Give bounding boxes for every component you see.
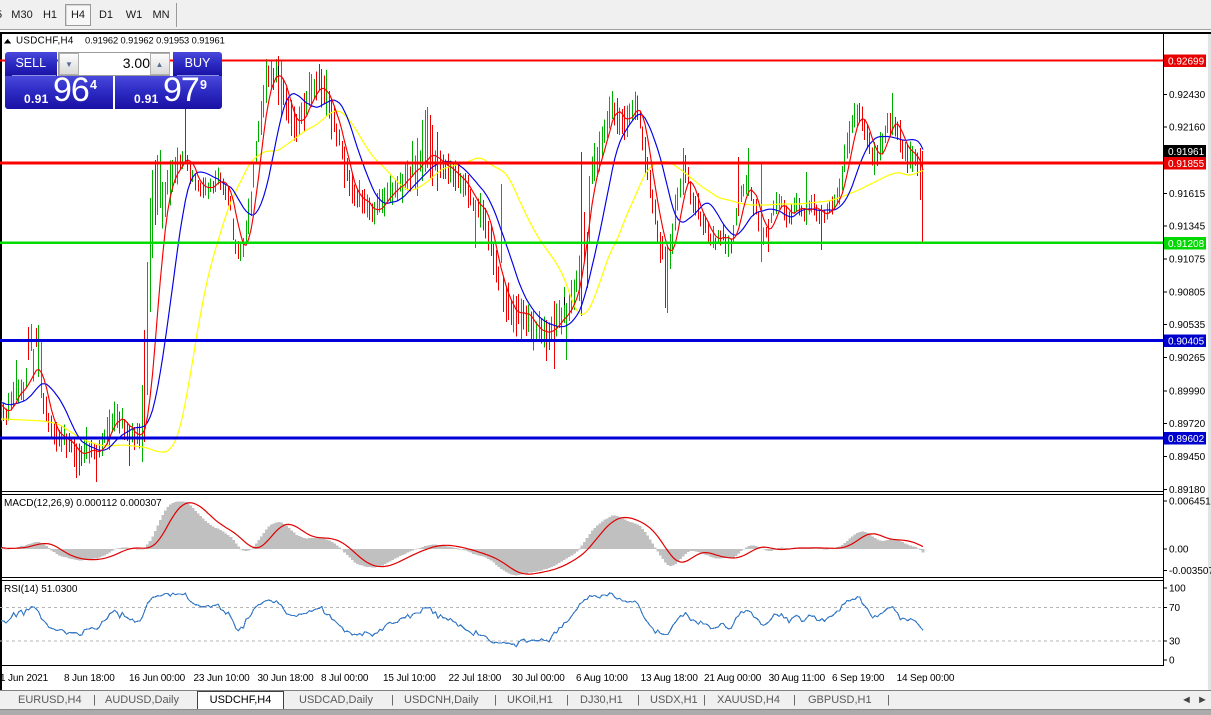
svg-text:0.91208: 0.91208 (1168, 239, 1205, 250)
svg-text:0.90405: 0.90405 (1168, 336, 1205, 347)
svg-text:21 Aug 00:00: 21 Aug 00:00 (704, 673, 762, 684)
svg-text:15 Jul 10:00: 15 Jul 10:00 (383, 673, 436, 684)
svg-text:0.91345: 0.91345 (1169, 222, 1206, 233)
svg-text:0.89990: 0.89990 (1169, 386, 1206, 397)
svg-text:0.89180: 0.89180 (1169, 485, 1206, 496)
svg-text:0.006451: 0.006451 (1169, 497, 1211, 508)
svg-text:0.89720: 0.89720 (1169, 419, 1206, 430)
svg-text:0.91962 0.91962 0.91953 0.9196: 0.91962 0.91962 0.91953 0.91961 (85, 36, 225, 46)
svg-text:70: 70 (1169, 603, 1181, 614)
svg-text:14 Sep 00:00: 14 Sep 00:00 (897, 673, 955, 684)
svg-text:-0.003507: -0.003507 (1169, 566, 1211, 577)
svg-text:0.89450: 0.89450 (1169, 452, 1206, 463)
svg-text:30 Jul 00:00: 30 Jul 00:00 (512, 673, 565, 684)
svg-text:0.89602: 0.89602 (1168, 434, 1205, 445)
svg-text:0.92699: 0.92699 (1168, 56, 1205, 67)
svg-text:23 Jun 10:00: 23 Jun 10:00 (194, 673, 251, 684)
svg-text:MACD(12,26,9) 0.000112 0.00030: MACD(12,26,9) 0.000112 0.000307 (4, 498, 162, 509)
svg-text:0.92160: 0.92160 (1169, 123, 1206, 134)
svg-text:6 Aug 10:00: 6 Aug 10:00 (576, 673, 628, 684)
svg-text:0.91615: 0.91615 (1169, 189, 1206, 200)
svg-text:0.91075: 0.91075 (1169, 255, 1206, 266)
svg-text:0.00: 0.00 (1169, 544, 1189, 555)
svg-text:30 Jun 18:00: 30 Jun 18:00 (258, 673, 315, 684)
svg-text:100: 100 (1169, 584, 1186, 595)
svg-text:0.91855: 0.91855 (1168, 159, 1205, 170)
svg-text:0.90535: 0.90535 (1169, 320, 1206, 331)
svg-text:6 Sep 19:00: 6 Sep 19:00 (832, 673, 885, 684)
svg-text:22 Jul 18:00: 22 Jul 18:00 (449, 673, 502, 684)
svg-text:30: 30 (1169, 637, 1181, 648)
svg-text:16 Jun 00:00: 16 Jun 00:00 (129, 673, 186, 684)
svg-text:USDCHF,H4: USDCHF,H4 (16, 36, 74, 47)
svg-text:8 Jun 18:00: 8 Jun 18:00 (64, 673, 115, 684)
svg-text:8 Jul 00:00: 8 Jul 00:00 (321, 673, 369, 684)
svg-text:1 Jun 2021: 1 Jun 2021 (0, 673, 49, 684)
svg-text:0: 0 (1169, 656, 1175, 667)
svg-text:13 Aug 18:00: 13 Aug 18:00 (641, 673, 699, 684)
svg-text:0.90265: 0.90265 (1169, 353, 1206, 364)
svg-text:0.90805: 0.90805 (1169, 287, 1206, 298)
svg-text:RSI(14) 51.0300: RSI(14) 51.0300 (4, 584, 78, 595)
svg-text:0.92430: 0.92430 (1169, 90, 1206, 101)
svg-text:0.91961: 0.91961 (1168, 147, 1205, 158)
svg-text:30 Aug 11:00: 30 Aug 11:00 (769, 673, 826, 684)
